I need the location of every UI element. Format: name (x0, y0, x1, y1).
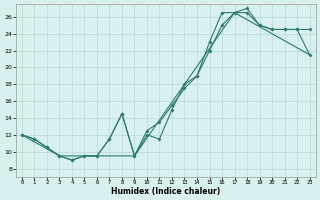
X-axis label: Humidex (Indice chaleur): Humidex (Indice chaleur) (111, 187, 220, 196)
